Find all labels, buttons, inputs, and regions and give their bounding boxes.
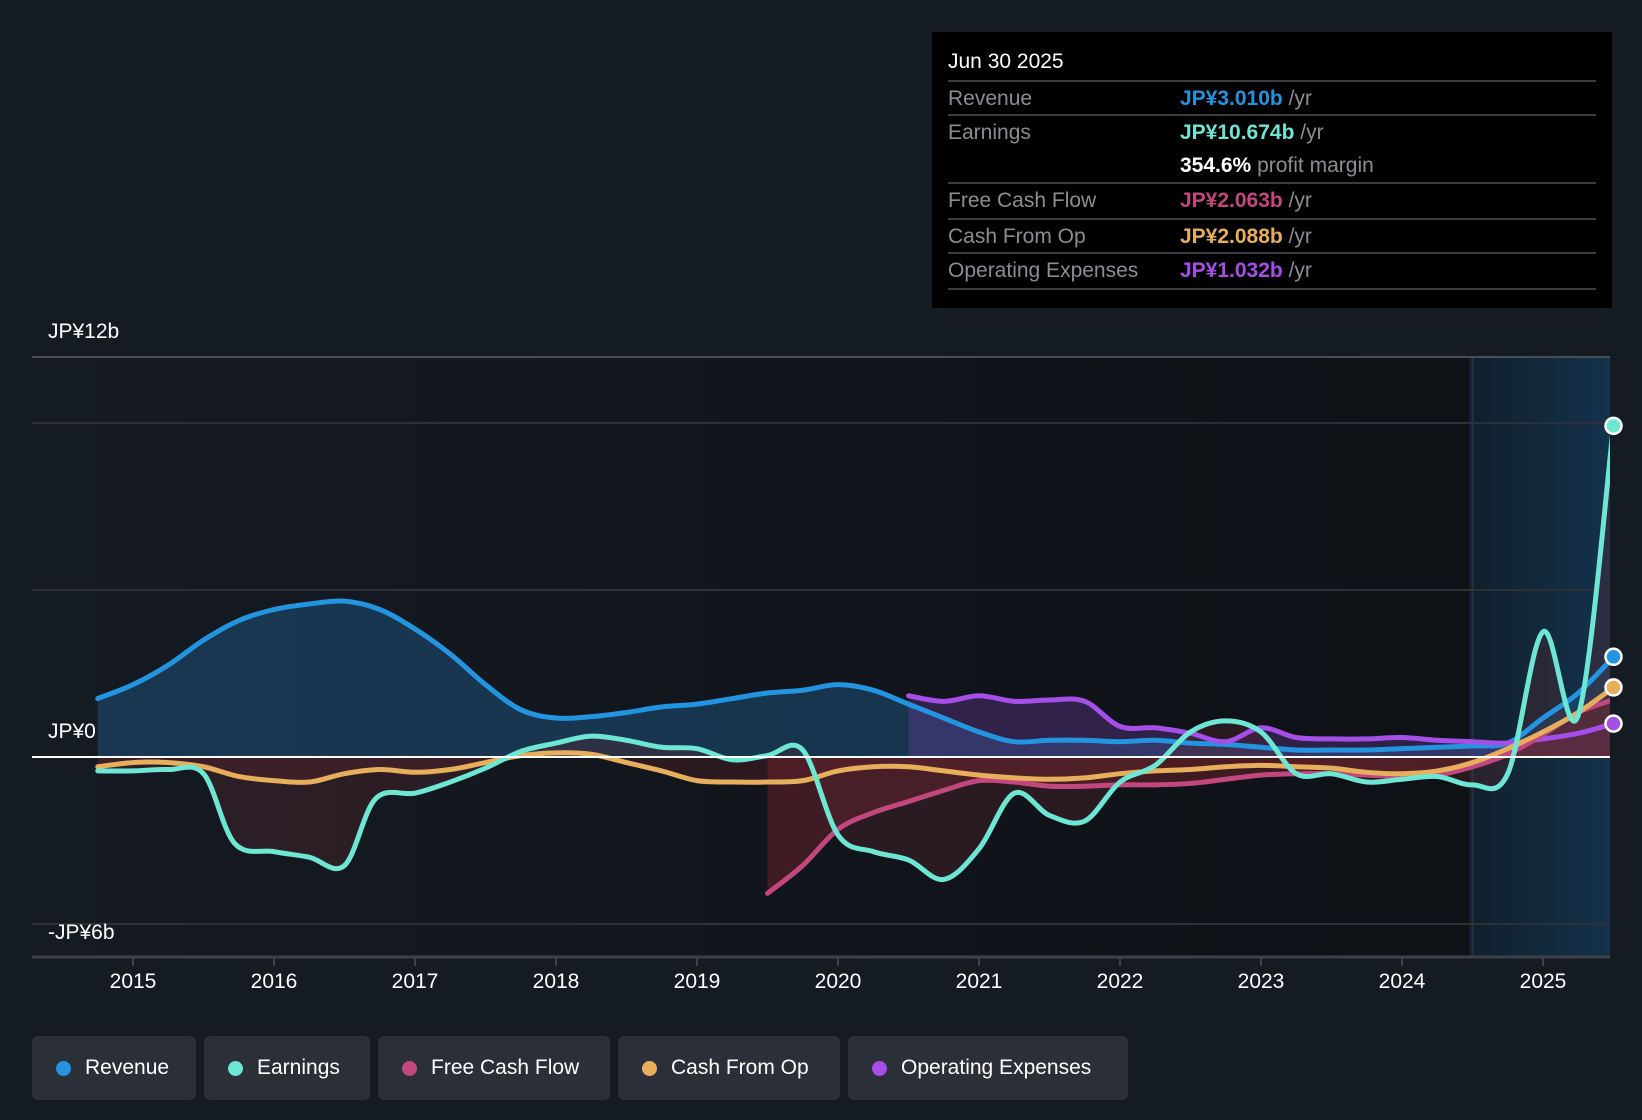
legend-item-cash-from-op[interactable]: Cash From Op <box>618 1036 840 1100</box>
x-tick-label: 2018 <box>532 970 580 993</box>
tooltip-value: JP¥3.010b /yr <box>1180 87 1312 111</box>
opex-dot-icon <box>872 1060 887 1076</box>
legend-label: Cash From Op <box>671 1056 809 1079</box>
x-tick-label: 2020 <box>814 970 862 993</box>
legend-label: Operating Expenses <box>901 1056 1092 1079</box>
series-lines <box>95 434 1610 896</box>
y-label-zero: JP¥0 <box>48 720 96 743</box>
unit-text: /yr <box>1288 259 1312 282</box>
value-text: JP¥2.063b <box>1180 189 1283 212</box>
legend-item-revenue[interactable]: Revenue <box>32 1036 196 1100</box>
tooltip-row-earnings: Earnings JP¥10.674b /yr 354.6% profit ma… <box>948 114 1596 182</box>
x-tick-label: 2015 <box>109 970 157 993</box>
operating-expenses-end-marker <box>1604 714 1623 733</box>
legend-item-free-cash-flow[interactable]: Free Cash Flow <box>378 1036 610 1100</box>
tooltip-label: Cash From Op <box>948 225 1086 248</box>
unit-text: /yr <box>1300 121 1324 144</box>
legend-label: Revenue <box>85 1056 170 1079</box>
revenue-line <box>95 598 1610 753</box>
tooltip-value: JP¥10.674b /yr <box>1180 121 1324 145</box>
profit-margin: 354.6% profit margin <box>1180 154 1374 178</box>
unit-text: /yr <box>1288 189 1312 212</box>
x-tick-label: 2021 <box>955 970 1003 993</box>
y-label-top: JP¥12b <box>48 320 120 343</box>
value-text: JP¥3.010b <box>1180 87 1283 110</box>
value-text: JP¥2.088b <box>1180 225 1283 248</box>
x-tick-label: 2016 <box>250 970 298 993</box>
cash-from-op-line <box>95 686 1610 785</box>
legend-label: Earnings <box>257 1056 340 1079</box>
unit-text: /yr <box>1288 87 1312 110</box>
x-tick-label: 2022 <box>1096 970 1144 993</box>
legend-item-operating-expenses[interactable]: Operating Expenses <box>848 1036 1128 1100</box>
tooltip-label: Earnings <box>948 121 1031 144</box>
revenue-area <box>97 600 1610 757</box>
y-label-bottom: -JP¥6b <box>48 921 115 944</box>
end-markers <box>1604 416 1623 733</box>
free-cash-flow-line <box>765 698 1610 896</box>
operating-expenses-line <box>906 693 1610 746</box>
x-tick-label: 2023 <box>1237 970 1285 993</box>
gridlines <box>32 356 1610 925</box>
value-text: JP¥10.674b <box>1180 121 1295 144</box>
tooltip-label: Operating Expenses <box>948 259 1139 282</box>
profit-margin-label: profit margin <box>1257 154 1374 177</box>
tooltip-row-revenue: Revenue JP¥3.010b /yr <box>948 80 1596 116</box>
tooltip-label: Free Cash Flow <box>948 189 1097 212</box>
earnings-end-marker <box>1604 416 1623 436</box>
earnings-line <box>95 434 1610 882</box>
tooltip-row-opex: Operating Expenses JP¥1.032b /yr <box>948 252 1596 290</box>
earnings-area <box>97 458 1610 880</box>
revenue-end-marker <box>1604 647 1623 667</box>
tooltip-value: JP¥1.032b /yr <box>1180 259 1312 283</box>
fcf-dot-icon <box>402 1060 417 1076</box>
x-tick-label: 2019 <box>673 970 721 993</box>
earnings-dot-icon <box>228 1060 243 1076</box>
tooltip-date: Jun 30 2025 <box>948 50 1064 73</box>
profit-margin-value: 354.6% <box>1180 154 1252 177</box>
cash-from-op-end-marker <box>1604 678 1623 697</box>
unit-text: /yr <box>1288 225 1312 248</box>
legend-item-earnings[interactable]: Earnings <box>204 1036 370 1100</box>
x-tick-label: 2025 <box>1519 970 1567 993</box>
cash-from-op-area <box>97 689 1610 783</box>
tooltip-value: JP¥2.088b /yr <box>1180 225 1312 249</box>
tooltip-row-cfo: Cash From Op JP¥2.088b /yr <box>948 218 1596 254</box>
legend-label: Free Cash Flow <box>431 1056 580 1079</box>
x-tick-label: 2017 <box>391 970 439 993</box>
tooltip-value: JP¥2.063b /yr <box>1180 189 1312 213</box>
cfo-dot-icon <box>642 1060 657 1076</box>
tooltip: Jun 30 2025 Revenue JP¥3.010b /yr Earnin… <box>932 32 1612 308</box>
x-ticks <box>132 957 1544 966</box>
value-text: JP¥1.032b <box>1180 259 1283 282</box>
tooltip-label: Revenue <box>948 87 1033 110</box>
x-tick-label: 2024 <box>1378 970 1426 993</box>
tooltip-row-fcf: Free Cash Flow JP¥2.063b /yr <box>948 182 1596 218</box>
revenue-dot-icon <box>56 1060 71 1076</box>
